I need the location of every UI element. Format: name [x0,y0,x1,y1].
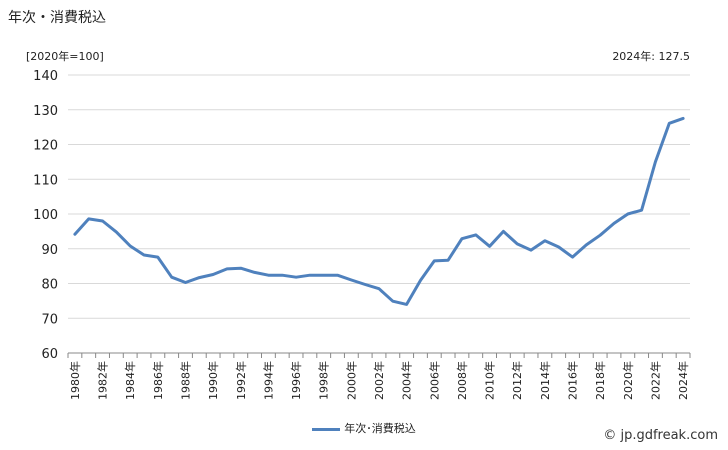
x-tick-label: 2024年 [676,361,690,400]
x-tick-label: 1990年 [206,361,220,400]
x-tick-label: 2002年 [372,361,386,400]
y-tick-label: 100 [33,208,58,223]
y-tick-label: 130 [33,104,58,119]
x-tick-label: 2022年 [648,361,662,400]
x-tick-label: 1980年 [68,361,82,400]
x-tick-label: 2010年 [483,361,497,400]
x-tick-label: 2016年 [566,361,580,400]
x-tick-label: 1988年 [178,361,192,400]
y-tick-label: 60 [41,347,58,362]
x-tick-label: 1996年 [289,361,303,400]
x-tick-label: 1986年 [151,361,165,400]
y-axis-ticks: 60 70 80 90 100 110 120 130 140 [33,69,58,362]
x-tick-label: 1994年 [261,361,275,400]
x-axis-ticks: 1980年 1982年 1984年 1986年 1988年 1990年 1992年 1994年… [68,361,690,400]
x-tick-label: 1998年 [317,361,331,400]
series-layer [73,116,685,306]
y-tick-label: 140 [33,69,58,84]
series-line [73,116,685,306]
y-tick-label: 70 [41,312,58,327]
x-tick-label: 1984年 [123,361,137,400]
x-tick-label: 1992年 [234,361,248,400]
x-tick-label: 2008年 [455,361,469,400]
x-tick-label: 2000年 [344,361,358,400]
x-tick-label: 2004年 [400,361,414,400]
x-tick-label: 1982年 [96,361,110,400]
legend: 年次･消費税込 [0,420,728,436]
x-tick-label: 2020年 [621,361,635,400]
x-tick-label: 2018年 [593,361,607,400]
axes [67,352,691,358]
y-tick-label: 110 [33,173,58,188]
legend-line-swatch [312,427,341,431]
y-tick-label: 80 [41,278,58,293]
x-tick-label: 2012年 [510,361,524,400]
legend-label: 年次･消費税込 [344,422,416,435]
grid-lines [68,74,690,319]
x-tick-label: 2006年 [427,361,441,400]
unit-label: [2020年=100] [26,50,104,63]
y-tick-label: 90 [41,243,58,258]
latest-value-label: 2024年: 127.5 [612,50,690,63]
y-tick-label: 120 [33,139,58,154]
chart-title: 年次・消費税込 [8,10,106,26]
x-tick-label: 2014年 [538,361,552,400]
source-credit: © jp.gdfreak.com [603,428,718,443]
